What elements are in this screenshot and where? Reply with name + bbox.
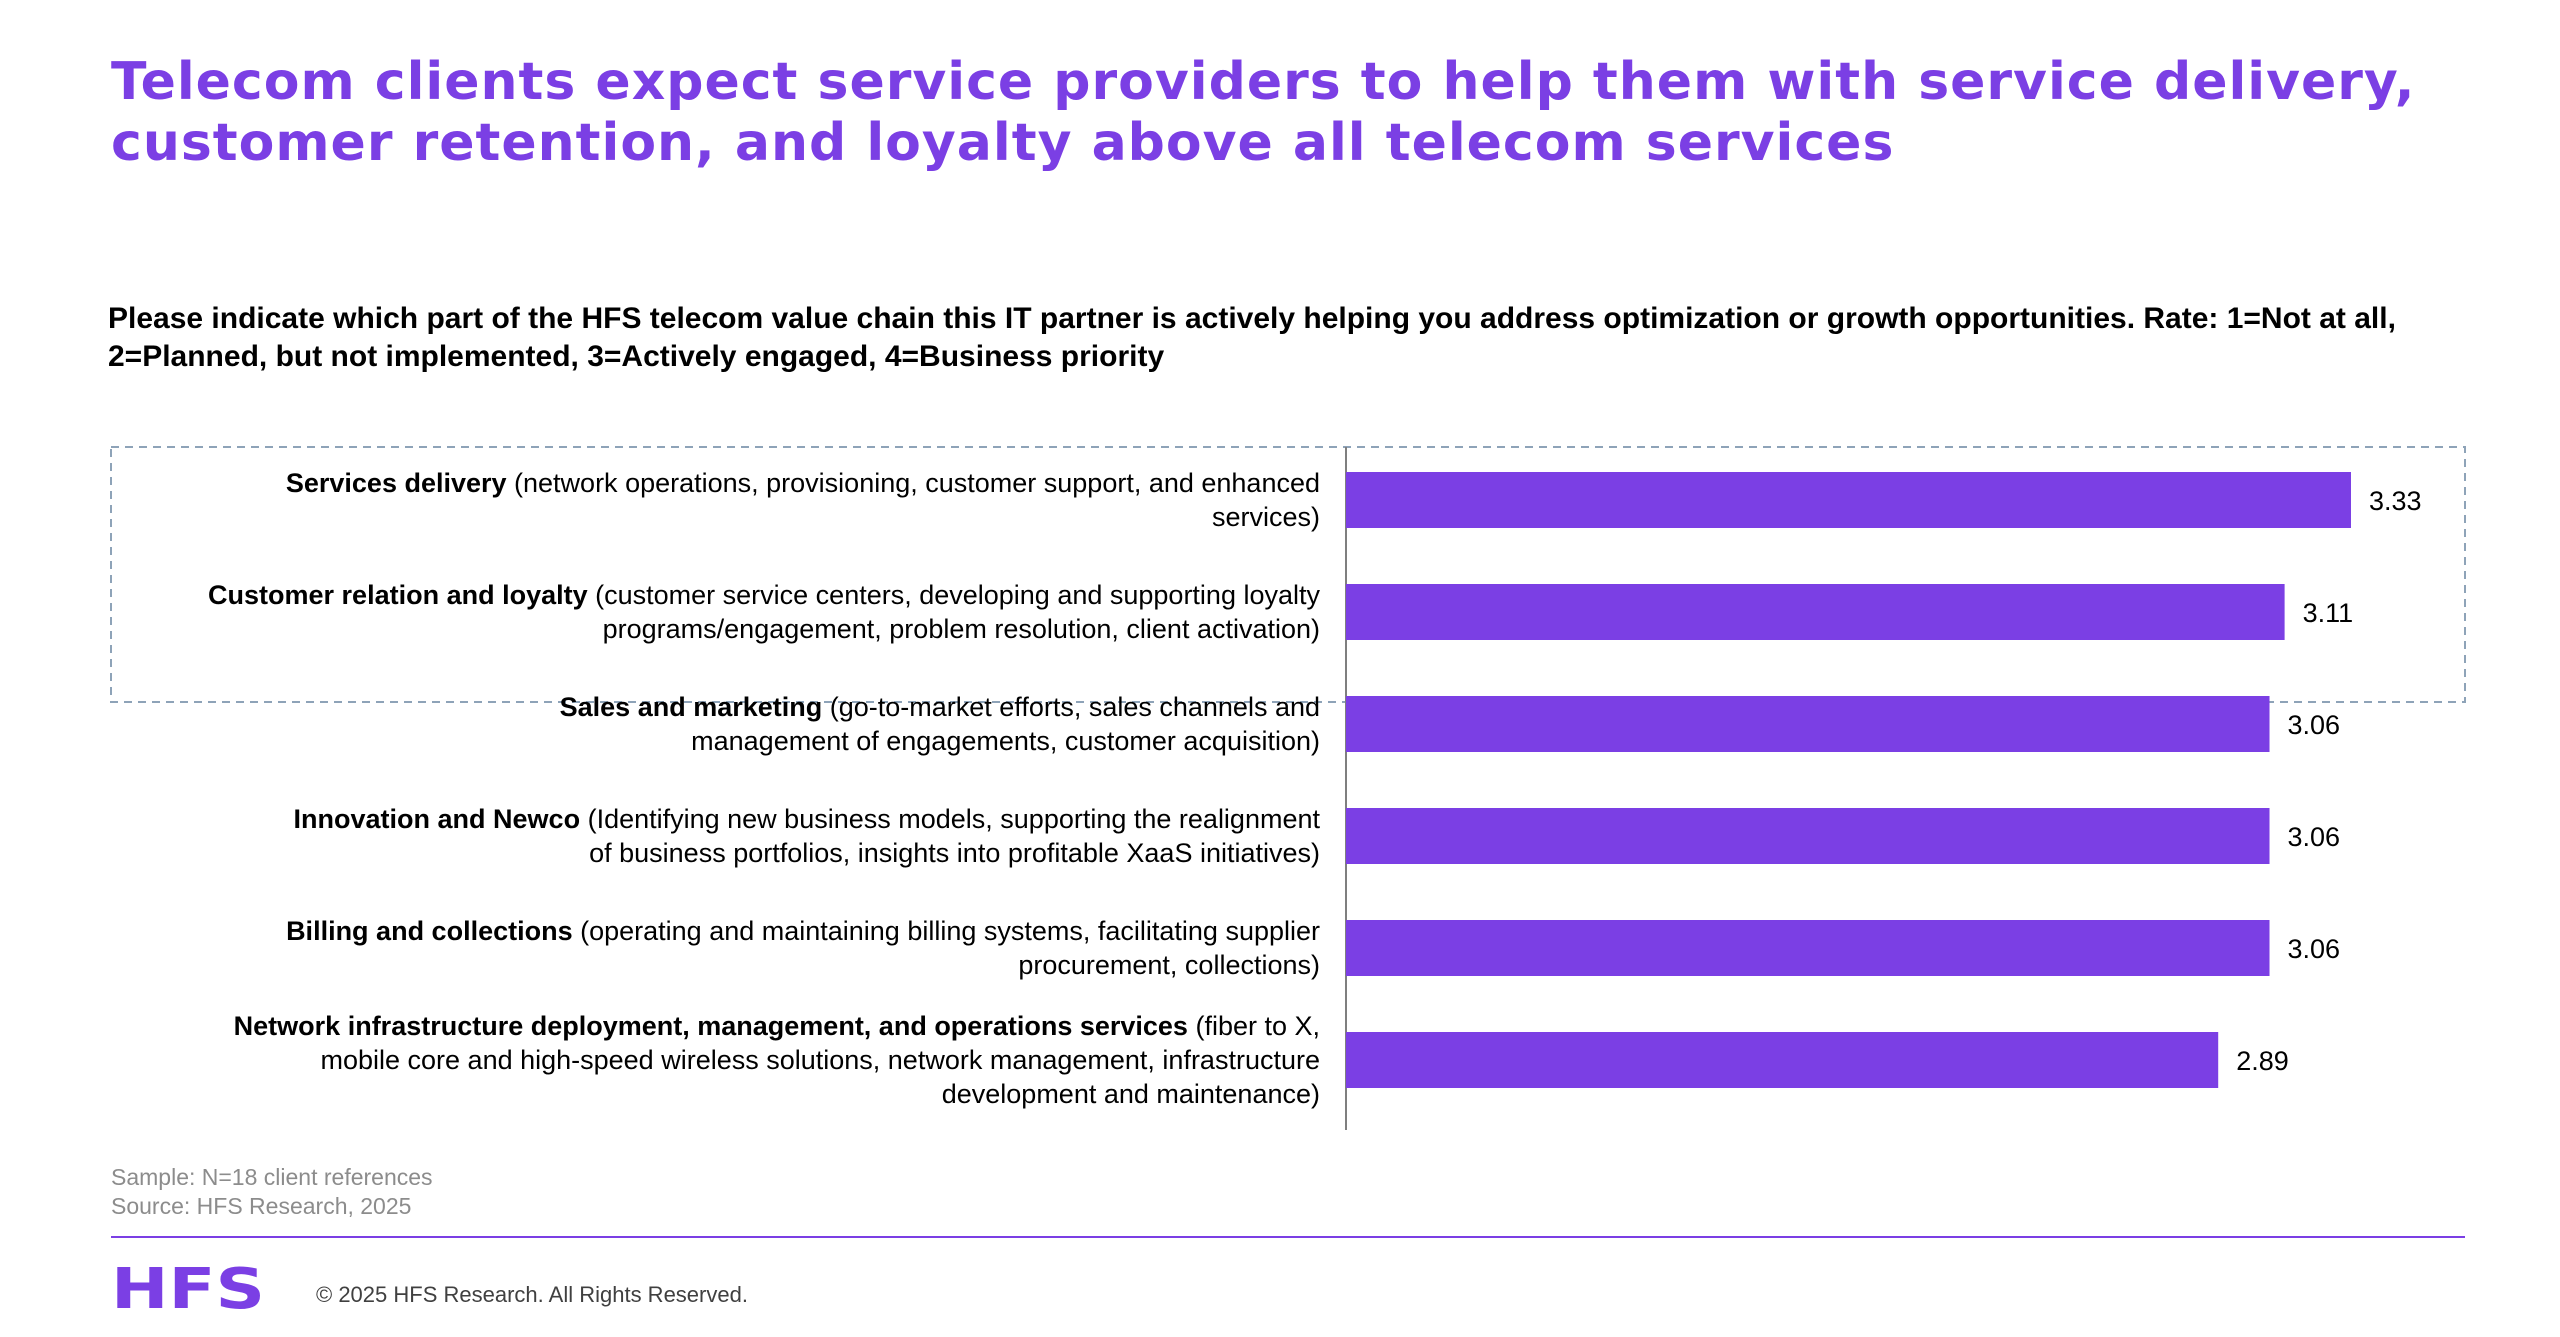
- category-name: Customer relation and loyalty: [208, 580, 595, 610]
- category-detail: (fiber to X,: [1195, 1011, 1320, 1041]
- category-detail: of business portfolios, insights into pr…: [589, 838, 1320, 868]
- bar: [1346, 920, 2270, 976]
- category-name: Network infrastructure deployment, manag…: [234, 1011, 1196, 1041]
- category-detail: (network operations, provisioning, custo…: [514, 468, 1320, 498]
- sample-note: Sample: N=18 client references: [111, 1164, 433, 1190]
- data-label: 3.06: [2288, 822, 2341, 852]
- data-label: 2.89: [2236, 1046, 2289, 1076]
- bar-chart: 3.33 Services delivery (network operation…: [110, 446, 2466, 1130]
- data-label: 3.11: [2303, 598, 2354, 628]
- data-label: 3.33: [2369, 486, 2422, 516]
- data-label: 3.06: [2288, 710, 2341, 740]
- page-title: Telecom clients expect service providers…: [111, 52, 2416, 173]
- category-name: Sales and marketing: [560, 692, 830, 722]
- category-detail: procurement, collections): [1018, 950, 1320, 980]
- category-label: Innovation and Newco (Identifying new bu…: [294, 804, 1321, 868]
- bar: [1346, 696, 2270, 752]
- category-label: Customer relation and loyalty (customer …: [208, 580, 1320, 644]
- category-detail: development and maintenance): [942, 1079, 1320, 1109]
- category-name: Innovation and Newco: [294, 804, 588, 834]
- category-label: Network infrastructure deployment, manag…: [234, 1011, 1320, 1109]
- category-detail: (customer service centers, developing an…: [595, 580, 1320, 610]
- highlight-box: [110, 446, 2466, 703]
- category-name: Services delivery: [286, 468, 514, 498]
- copyright-text: © 2025 HFS Research. All Rights Reserved…: [316, 1282, 748, 1307]
- category-detail: programs/engagement, problem resolution,…: [603, 614, 1320, 644]
- hfs-logo: HFS: [111, 1262, 265, 1314]
- category-detail: mobile core and high-speed wireless solu…: [320, 1045, 1320, 1075]
- bar: [1346, 1032, 2219, 1088]
- data-label: 3.06: [2288, 934, 2341, 964]
- source-note: Source: HFS Research, 2025: [111, 1193, 412, 1219]
- category-label: Sales and marketing (go-to-market effort…: [560, 692, 1320, 756]
- footer-divider: [111, 1236, 2465, 1238]
- category-detail: management of engagements, customer acqu…: [691, 726, 1320, 756]
- category-detail: (go-to-market efforts, sales channels an…: [830, 692, 1320, 722]
- survey-question: Please indicate which part of the HFS te…: [108, 302, 2396, 373]
- hfs-logo-text: HFS: [111, 1262, 265, 1314]
- category-detail: (operating and maintaining billing syste…: [580, 916, 1320, 946]
- category-detail: (Identifying new business models, suppor…: [588, 804, 1321, 834]
- bar: [1346, 472, 2351, 528]
- category-label: Billing and collections (operating and m…: [286, 916, 1320, 980]
- category-detail: services): [1212, 502, 1320, 532]
- category-name: Billing and collections: [286, 916, 580, 946]
- bar: [1346, 584, 2285, 640]
- category-label: Services delivery (network operations, p…: [286, 468, 1320, 532]
- bar: [1346, 808, 2270, 864]
